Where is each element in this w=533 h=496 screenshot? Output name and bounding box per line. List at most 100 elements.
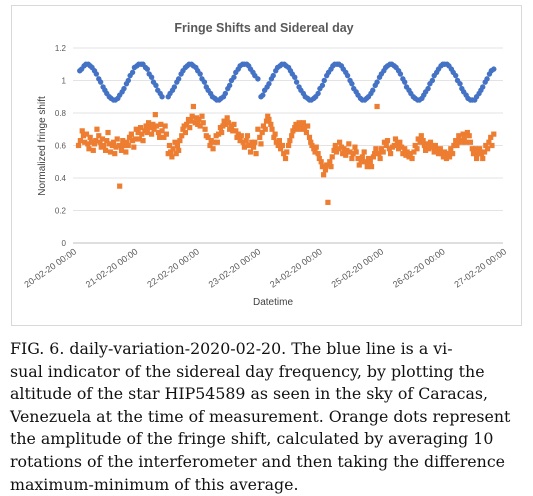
altitude-point: [321, 77, 327, 84]
fringe-shift-point: [102, 147, 109, 153]
fringe-shift-point: [202, 126, 208, 132]
altitude-point: [270, 72, 276, 79]
fringe-shift-point: [420, 138, 426, 144]
fringe-shift-point: [136, 136, 142, 142]
altitude-point: [374, 79, 380, 85]
fringe-shift-point: [376, 151, 382, 157]
altitude-point: [255, 76, 261, 82]
fringe-shift-point: [427, 139, 434, 145]
fringe-shift-point: [276, 138, 282, 144]
fringe-shift-point: [364, 164, 370, 170]
fringe-shift-point: [230, 128, 236, 134]
fringe-shift-point: [368, 164, 375, 170]
altitude-point: [153, 82, 159, 89]
y-tick-label: 0.2: [55, 207, 67, 216]
fringe-shift-point: [231, 121, 237, 127]
fringe-shift-point: [143, 123, 149, 129]
altitude-point: [370, 87, 376, 93]
fringe-shift-point: [488, 134, 494, 140]
fringe-shift-point: [477, 146, 483, 152]
fringe-shift-point: [485, 146, 491, 152]
fringe-shift-point: [475, 151, 482, 157]
fringe-shift-point: [451, 142, 457, 149]
fringe-shift-point: [328, 164, 334, 170]
fringe-shift-point: [329, 154, 335, 160]
fringe-shift-point: [99, 136, 106, 142]
fringe-shift-point: [478, 151, 485, 157]
fringe-shift-point: [350, 151, 356, 157]
altitude-point: [231, 74, 237, 80]
fringe-shift-point: [392, 136, 399, 142]
caption-line: maximum-minimum of this average.: [10, 474, 299, 494]
fringe-shift-point: [253, 151, 259, 157]
fringe-shift-point: [370, 154, 376, 160]
altitude-point: [344, 72, 351, 79]
fringe-shift-point: [269, 126, 275, 132]
fringe-shift-point: [184, 121, 190, 127]
fringe-shift-point: [75, 142, 82, 149]
fringe-shift-point: [448, 146, 454, 152]
fringe-shift-point: [486, 139, 492, 145]
fringe-shift-point: [128, 131, 134, 137]
fringe-shift-point: [414, 146, 420, 152]
fringe-shift-point: [94, 126, 100, 132]
fringe-shift-point: [483, 142, 489, 149]
altitude-point: [201, 79, 208, 85]
fringe-shift-point: [400, 151, 406, 157]
fringe-shift-point: [265, 113, 271, 119]
y-tick-label: 0: [62, 239, 67, 248]
fringe-shift-point: [294, 126, 300, 132]
fringe-shift-point: [106, 141, 112, 147]
fringe-shift-point: [133, 126, 139, 132]
fringe-shift-point: [387, 151, 394, 157]
fringe-shift-point: [180, 126, 186, 132]
fringe-shift-point: [189, 113, 195, 119]
fringe-shift-point: [297, 123, 303, 129]
fringe-shift-point: [199, 113, 205, 119]
fringe-shift-point: [91, 141, 98, 147]
fringe-shift-point: [190, 103, 196, 110]
fringe-shift-point: [137, 125, 144, 131]
fringe-shift-point: [316, 155, 322, 162]
fringe-shift-point: [123, 149, 129, 155]
fringe-shift-point: [446, 154, 453, 160]
fringe-shift-point: [79, 128, 85, 134]
fringe-shift-point: [318, 159, 324, 165]
fringe-shift-point: [109, 142, 115, 149]
fringe-shift-point: [240, 139, 246, 145]
fringe-shift-point: [315, 151, 321, 157]
altitude-point: [226, 82, 233, 89]
fringe-shift-point: [286, 142, 292, 149]
x-tick-label: 22-02-20 00:00: [145, 246, 201, 289]
fringe-shift-point: [196, 116, 202, 123]
y-tick-label: 0.8: [55, 109, 67, 118]
fringe-shift-point: [481, 149, 488, 155]
fringe-shift-point: [464, 129, 470, 136]
x-tick-label: 26-02-20 00:00: [391, 246, 447, 289]
fringe-shift-point: [367, 159, 373, 165]
fringe-shift-point: [352, 144, 358, 150]
fringe-shift-point: [437, 146, 443, 152]
fringe-shift-point: [200, 120, 206, 126]
altitude-point: [260, 92, 266, 98]
fringe-shift-point: [174, 142, 181, 149]
fringe-shift-point: [116, 142, 122, 149]
x-tick-labels: 20-02-20 00:00 21-02-20 00:00 22-02-20 00:…: [22, 246, 508, 289]
fringe-shift-point: [344, 147, 350, 153]
fringe-shift-point: [332, 142, 338, 149]
fringe-shift-point: [454, 142, 460, 149]
fringe-shift-point: [169, 154, 175, 160]
fringe-shift-point: [225, 120, 232, 126]
fringe-shift-point: [243, 138, 249, 144]
fringe-shift-point: [442, 149, 448, 155]
fringe-shift-point: [374, 103, 380, 110]
fringe-shift-point: [241, 144, 247, 150]
fringe-shift-point: [431, 149, 437, 155]
fringe-shift-point: [380, 149, 386, 155]
altitude-point: [480, 84, 486, 90]
fringe-shift-point: [362, 159, 368, 165]
fringe-shift-point: [397, 139, 403, 145]
fringe-shift-point: [118, 147, 125, 153]
x-tick-label: 25-02-20 00:00: [330, 246, 386, 289]
fringe-shift-point: [77, 138, 83, 144]
